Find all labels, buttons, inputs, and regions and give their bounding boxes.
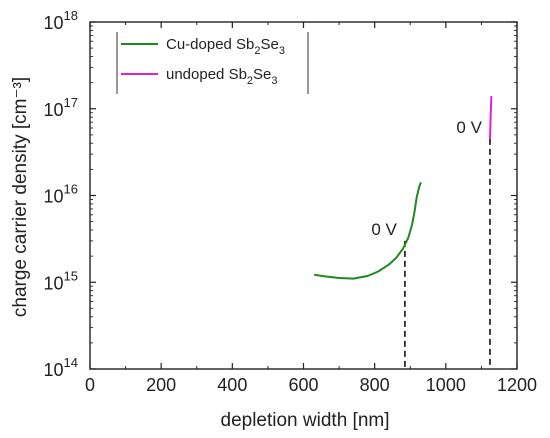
y-tick-label: 1017 [44,95,79,120]
y-axis: 1014 1015 1016 1017 1018 [44,8,517,380]
x-tick-label: 800 [360,375,390,395]
annotation-label: 0 V [456,118,482,137]
x-tick-label: 0 [85,375,95,395]
y-axis-label: charge carrier density [cm⁻³] [10,77,31,317]
x-tick-label: 200 [146,375,176,395]
y-tick-label: 1014 [44,355,79,380]
legend-label: undoped Sb2Se3 [166,66,278,87]
annotation-label: 0 V [371,220,397,239]
x-tick-label: 600 [288,375,318,395]
annotation-dashes [404,138,491,369]
x-tick-label: 1000 [426,375,466,395]
x-tick-label: 400 [217,375,247,395]
series-group [314,96,493,280]
x-axis-label: depletion width [nm] [221,410,390,431]
y-tick-label: 1018 [44,8,79,33]
y-tick-label: 1016 [44,182,79,207]
legend-label: Cu-doped Sb2Se3 [166,36,285,57]
legend: Cu-doped Sb2Se3 undoped Sb2Se3 [116,32,309,94]
y-tick-label: 1015 [44,268,79,293]
x-tick-label: 1200 [497,375,537,395]
annotations: 0 V 0 V [371,118,482,239]
series-line-1 [314,181,422,280]
x-axis: 0 200 400 600 800 1000 1200 [85,22,537,395]
series-line-2 [488,96,493,139]
